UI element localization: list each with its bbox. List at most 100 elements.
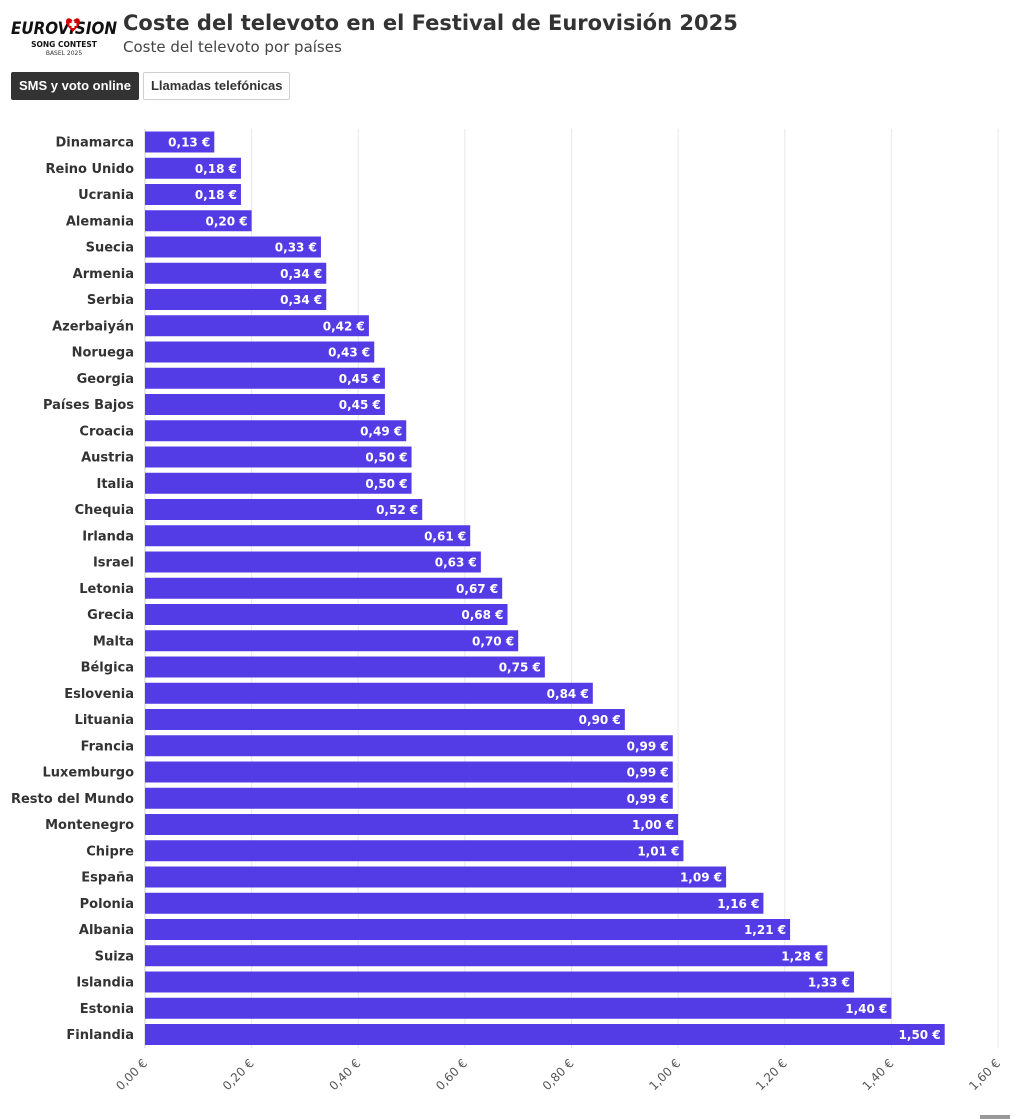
category-label: Lituania xyxy=(75,713,134,728)
bar xyxy=(145,761,673,783)
category-label: Azerbaiyán xyxy=(52,319,134,334)
category-label: Alemania xyxy=(66,214,134,229)
value-label: 0,61 € xyxy=(424,529,466,543)
category-label: Georgia xyxy=(77,372,134,387)
bar xyxy=(145,945,828,967)
category-label: Croacia xyxy=(79,424,134,439)
value-label: 0,70 € xyxy=(472,634,514,648)
category-label: Albania xyxy=(79,923,134,938)
value-label: 0,99 € xyxy=(627,766,669,780)
category-label: Irlanda xyxy=(82,529,134,544)
category-label: Resto del Mundo xyxy=(11,792,134,807)
x-tick-label: 1,00 € xyxy=(646,1056,683,1093)
value-label: 0,52 € xyxy=(376,503,418,517)
value-label: 0,45 € xyxy=(339,372,381,386)
category-label: Letonia xyxy=(79,582,134,597)
category-label: Polonia xyxy=(80,897,134,912)
bar xyxy=(145,604,508,625)
bar xyxy=(145,341,375,363)
chart-subtitle: Coste del televoto por países xyxy=(123,38,342,56)
category-label: Finlandia xyxy=(66,1028,134,1043)
category-label: Reino Unido xyxy=(46,162,135,177)
x-tick-label: 0,00 € xyxy=(113,1056,150,1093)
bar xyxy=(145,367,385,389)
logo-song-contest: SONG CONTEST xyxy=(31,40,98,49)
value-label: 0,99 € xyxy=(627,739,669,753)
category-label: Israel xyxy=(93,556,134,571)
bar xyxy=(145,787,673,809)
tab-sms-online[interactable]: SMS y voto online xyxy=(11,72,139,100)
bar xyxy=(145,446,412,468)
category-label: Estonia xyxy=(80,1002,134,1017)
bar xyxy=(145,1024,945,1045)
category-label: Italia xyxy=(96,477,134,492)
bar xyxy=(145,262,327,284)
chart-title: Coste del televoto en el Festival de Eur… xyxy=(123,11,738,35)
bar xyxy=(145,919,791,940)
category-label: Francia xyxy=(81,739,134,754)
bar xyxy=(145,315,369,337)
bar xyxy=(145,157,241,179)
category-label: Dinamarca xyxy=(56,136,134,151)
bar xyxy=(145,682,593,704)
bar xyxy=(145,289,327,310)
x-tick-label: 1,20 € xyxy=(753,1056,790,1093)
value-label: 0,20 € xyxy=(205,214,247,228)
logo-wordmark: EUROVISION xyxy=(11,19,117,39)
bar xyxy=(145,735,673,757)
value-label: 1,21 € xyxy=(744,923,786,937)
tab-phone-calls[interactable]: Llamadas telefónicas xyxy=(142,72,291,100)
category-label: Noruega xyxy=(72,346,134,361)
value-label: 0,49 € xyxy=(360,424,402,438)
bar xyxy=(145,236,321,258)
value-label: 0,75 € xyxy=(499,661,541,675)
bar xyxy=(145,892,764,914)
value-label: 0,18 € xyxy=(195,162,237,176)
bar xyxy=(145,997,892,1019)
bar xyxy=(145,814,679,835)
x-tick-label: 0,40 € xyxy=(326,1056,363,1093)
category-label: Suecia xyxy=(86,241,134,256)
value-label: 0,84 € xyxy=(547,687,589,701)
bar xyxy=(145,971,855,993)
bar xyxy=(145,472,412,494)
value-label: 1,50 € xyxy=(899,1028,941,1042)
category-label: Bélgica xyxy=(81,661,134,676)
bar xyxy=(145,210,252,232)
bar xyxy=(145,499,423,520)
value-label: 1,40 € xyxy=(845,1002,887,1016)
category-label: Suiza xyxy=(95,949,134,964)
value-label: 0,63 € xyxy=(435,556,477,570)
header: EUROVISION SONG CONTEST BASEL 2025 Coste… xyxy=(10,10,1010,60)
value-label: 0,45 € xyxy=(339,398,381,412)
logo-basel: BASEL 2025 xyxy=(46,50,83,57)
bar xyxy=(145,131,215,153)
bar xyxy=(145,525,471,547)
bar xyxy=(145,840,684,862)
category-label: Países Bajos xyxy=(43,398,134,413)
value-label: 0,43 € xyxy=(328,346,370,360)
value-label: 1,16 € xyxy=(717,897,759,911)
category-label: Armenia xyxy=(73,267,134,282)
x-tick-label: 0,80 € xyxy=(540,1056,577,1093)
value-label: 0,99 € xyxy=(627,792,669,806)
category-label: Islandia xyxy=(76,976,134,991)
value-label: 0,50 € xyxy=(365,477,407,491)
bar xyxy=(145,551,481,573)
value-label: 1,09 € xyxy=(680,871,722,885)
value-label: 0,67 € xyxy=(456,582,498,596)
value-label: 0,34 € xyxy=(280,267,322,281)
value-label: 0,68 € xyxy=(461,608,503,622)
x-tick-label: 0,60 € xyxy=(433,1056,470,1093)
value-label: 0,50 € xyxy=(365,451,407,465)
corner-mark xyxy=(980,1115,1010,1119)
value-label: 1,01 € xyxy=(637,844,679,858)
bar xyxy=(145,630,519,652)
category-label: Grecia xyxy=(87,608,134,623)
tab-bar: SMS y voto online Llamadas telefónicas xyxy=(11,72,291,100)
category-label: Chequia xyxy=(75,503,134,518)
category-label: Malta xyxy=(93,634,134,649)
value-label: 0,13 € xyxy=(168,136,210,150)
category-label: Luxemburgo xyxy=(43,766,135,781)
bar-chart: 0,00 € 0,20 € 0,40 € 0,60 € 0,80 € 1,00 € 1,20… xyxy=(11,129,1003,1093)
